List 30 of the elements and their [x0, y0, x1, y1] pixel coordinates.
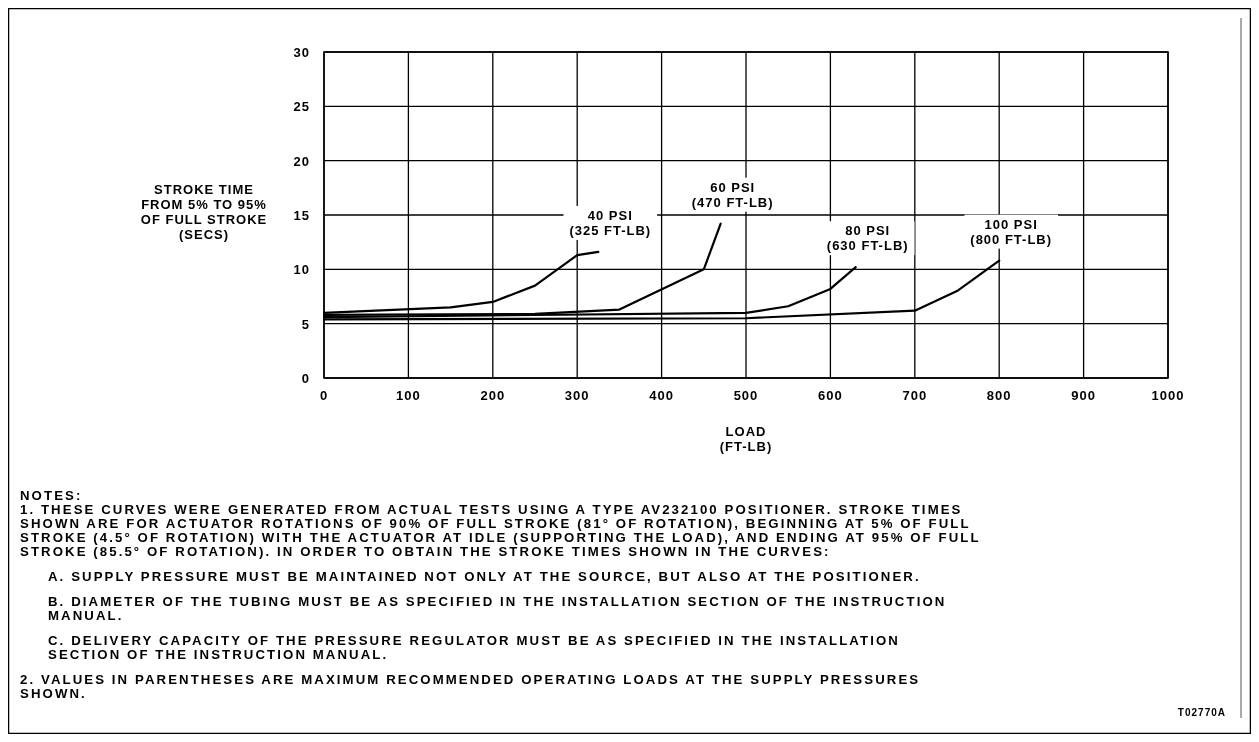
x-tick-label: 1000 — [1151, 388, 1185, 403]
y-tick-label: 5 — [301, 316, 310, 332]
x-tick-label: 400 — [649, 388, 674, 403]
text: NOTES: 1. THESE CURVES WERE GENERATED FROM ACTUAL TESTS USING A TYPE AV232100 POSITIONER. STROKE TIMES SHOWN ARE FOR ACTUATOR ROTATIONS OF 90% OF FULL STROKE (81° OF ROTATION), BEGINNING AT 5% OF FULL STROKE (4.5° OF ROTATION) WITH THE ACTUATOR AT IDLE (SUPPORTING THE LOAD), AND ENDING AT 95% OF FULL STROKE (85.5° OF ROTATION). IN ORDER TO OBTAIN THE STROKE TIMES SHOWN IN THE CURVES: — [20, 488, 981, 559]
x-tick-label: 700 — [902, 388, 928, 403]
text: B. DIAMETER OF THE TUBING MUST BE AS SPECIFIED IN THE INSTALLATION SECTION OF THE INSTRUCTION MANUAL. — [48, 594, 947, 623]
x-tick-label: 800 — [986, 388, 1012, 403]
y-axis-title: STROKE TIME FROM 5% TO 95% OF FULL STROKE (SECS) — [140, 182, 268, 242]
text: 80 PSI (630 FT-LB) — [826, 223, 909, 254]
x-tick-label: 900 — [1071, 388, 1096, 403]
x-tick-label: 0 — [319, 388, 329, 403]
y-tick-label: 0 — [301, 371, 310, 386]
text: 100 PSI (800 FT-LB) — [970, 216, 1053, 247]
y-tick-label: 25 — [293, 99, 310, 115]
y-tick-label: 10 — [293, 262, 310, 278]
y-tick-label: 15 — [293, 208, 310, 223]
x-tick-label: 100 — [396, 388, 421, 403]
series-label: 40 PSI (325 FT-LB) — [569, 207, 652, 238]
text: 60 PSI (470 FT-LB) — [691, 179, 774, 210]
x-tick-label: 300 — [564, 388, 590, 403]
x-axis-title: LOAD (FT-LB) — [719, 424, 773, 454]
text: C. DELIVERY CAPACITY OF THE PRESSURE REGULATOR MUST BE AS SPECIFIED IN THE INSTALLATION SECTION OF THE INSTRUCTION MANUAL. — [48, 633, 900, 662]
text: A. SUPPLY PRESSURE MUST BE MAINTAINED NOT ONLY AT THE SOURCE, BUT ALSO AT THE POSITIONER. — [48, 569, 921, 584]
text: T02770A — [1177, 707, 1226, 718]
y-tick-label: 20 — [293, 153, 310, 169]
x-tick-label: 200 — [480, 388, 506, 403]
y-tick-label: 30 — [293, 45, 310, 60]
text: 2. VALUES IN PARENTHESES ARE MAXIMUM RECOMMENDED OPERATING LOADS AT THE SUPPLY PRESSURES SHOWN. — [20, 672, 921, 701]
x-tick-label: 600 — [818, 388, 843, 403]
x-tick-label: 500 — [733, 388, 759, 403]
